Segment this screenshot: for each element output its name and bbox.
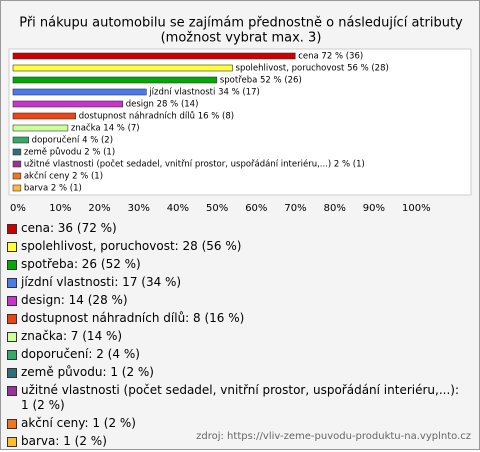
legend-swatch — [7, 437, 17, 447]
bar — [12, 76, 218, 84]
legend-item: barva: 1 (2 %) — [7, 434, 467, 449]
legend-item: spotřeba: 26 (52 %) — [7, 257, 467, 272]
bar — [12, 88, 147, 96]
legend-item: dostupnost náhradních dílů: 8 (16 %) — [7, 311, 467, 326]
bar — [12, 184, 22, 192]
x-tick-label: 20% — [88, 203, 110, 214]
legend-item: doporučení: 2 (4 %) — [7, 347, 467, 362]
legend-label: značka: 7 (14 %) — [21, 329, 123, 343]
legend-swatch — [7, 368, 17, 378]
legend-item: cena: 36 (72 %) — [7, 221, 467, 236]
legend-swatch — [7, 332, 17, 342]
x-tick-label: 50% — [206, 203, 228, 214]
chart-title: Při nákupu automobilu se zajímám přednos… — [19, 16, 463, 31]
x-tick-label: 10% — [49, 203, 71, 214]
legend-swatch — [7, 419, 17, 429]
legend-swatch — [7, 278, 17, 288]
legend-label: doporučení: 2 (4 %) — [21, 347, 140, 361]
x-tick-label: 30% — [128, 203, 150, 214]
legend-label: design: 14 (28 %) — [21, 293, 128, 307]
legend-label: barva: 1 (2 %) — [21, 434, 107, 448]
legend-item: spolehlivost, poruchovost: 28 (56 %) — [7, 239, 467, 254]
bar-label: cena 72 % (36) — [298, 52, 363, 62]
legend-label: spolehlivost, poruchovost: 28 (56 %) — [21, 239, 242, 253]
bar — [12, 100, 124, 108]
x-tick-label: 100% — [402, 203, 431, 214]
legend: cena: 36 (72 %) spolehlivost, poruchovost… — [7, 221, 467, 452]
bar-label: akční ceny 2 % (1) — [24, 171, 103, 182]
bar-label: značka 14 % (7) — [71, 123, 140, 134]
chart: Při nákupu automobilu se zajímám přednos… — [8, 16, 472, 214]
legend-label: cena: 36 (72 %) — [21, 221, 117, 235]
x-tick-label: 60% — [245, 203, 267, 214]
bar-label: barva 2 % (1) — [24, 184, 82, 194]
bar — [12, 148, 22, 156]
legend-item: jízdní vlastnosti: 17 (34 %) — [7, 275, 467, 290]
legend-item: značka: 7 (14 %) — [7, 329, 467, 344]
legend-label: spotřeba: 26 (52 %) — [21, 257, 141, 271]
legend-swatch — [7, 314, 17, 324]
bar-label: spolehlivost, poruchovost 56 % (28) — [236, 64, 389, 74]
bar-label: dostupnost náhradních dílů 16 % (8) — [79, 111, 234, 122]
bar-label: design 28 % (14) — [126, 100, 199, 110]
legend-item: užitné vlastnosti (počet sedadel, vnitřn… — [7, 383, 467, 413]
legend-swatch — [7, 224, 17, 234]
legend-item: akční ceny: 1 (2 %) — [7, 416, 467, 431]
bar-label: doporučení 4 % (2) — [32, 135, 113, 146]
bar — [12, 160, 22, 168]
x-tick-label: 70% — [284, 203, 306, 214]
legend-item: země původu: 1 (2 %) — [7, 365, 467, 380]
legend-item: design: 14 (28 %) — [7, 293, 467, 308]
x-tick-label: 90% — [363, 203, 385, 214]
chart-subtitle: (možnost vybrat max. 3) — [161, 31, 322, 46]
bar-label: jízdní vlastnosti 34 % (17) — [148, 88, 260, 98]
x-tick-label: 40% — [167, 203, 189, 214]
bar — [12, 136, 29, 144]
legend-swatch — [7, 260, 17, 270]
legend-swatch — [7, 296, 17, 306]
legend-label: akční ceny: 1 (2 %) — [21, 416, 136, 430]
legend-swatch — [7, 386, 17, 396]
bar — [12, 52, 296, 60]
source: zdroj: https://vliv-zeme-puvodu-produktu… — [196, 431, 471, 442]
x-tick-label: 80% — [324, 203, 346, 214]
bar-label: užitné vlastnosti (počet sedadel, vnitřn… — [24, 159, 365, 170]
bar — [12, 124, 69, 132]
plot-area — [8, 48, 472, 196]
legend-label: země původu: 1 (2 %) — [21, 365, 154, 379]
bar-label: země původu 2 % (1) — [24, 147, 115, 158]
legend-label: jízdní vlastnosti: 17 (34 %) — [21, 275, 182, 289]
bar — [12, 172, 22, 180]
legend-label: dostupnost náhradních dílů: 8 (16 %) — [21, 311, 245, 325]
bar-label: spotřeba 52 % (26) — [220, 76, 302, 86]
legend-swatch — [7, 350, 17, 360]
bar — [12, 112, 77, 120]
bar — [12, 64, 233, 72]
legend-swatch — [7, 242, 17, 252]
legend-label: užitné vlastnosti (počet sedadel, vnitřn… — [21, 383, 459, 412]
x-tick-label: 0% — [10, 203, 26, 214]
